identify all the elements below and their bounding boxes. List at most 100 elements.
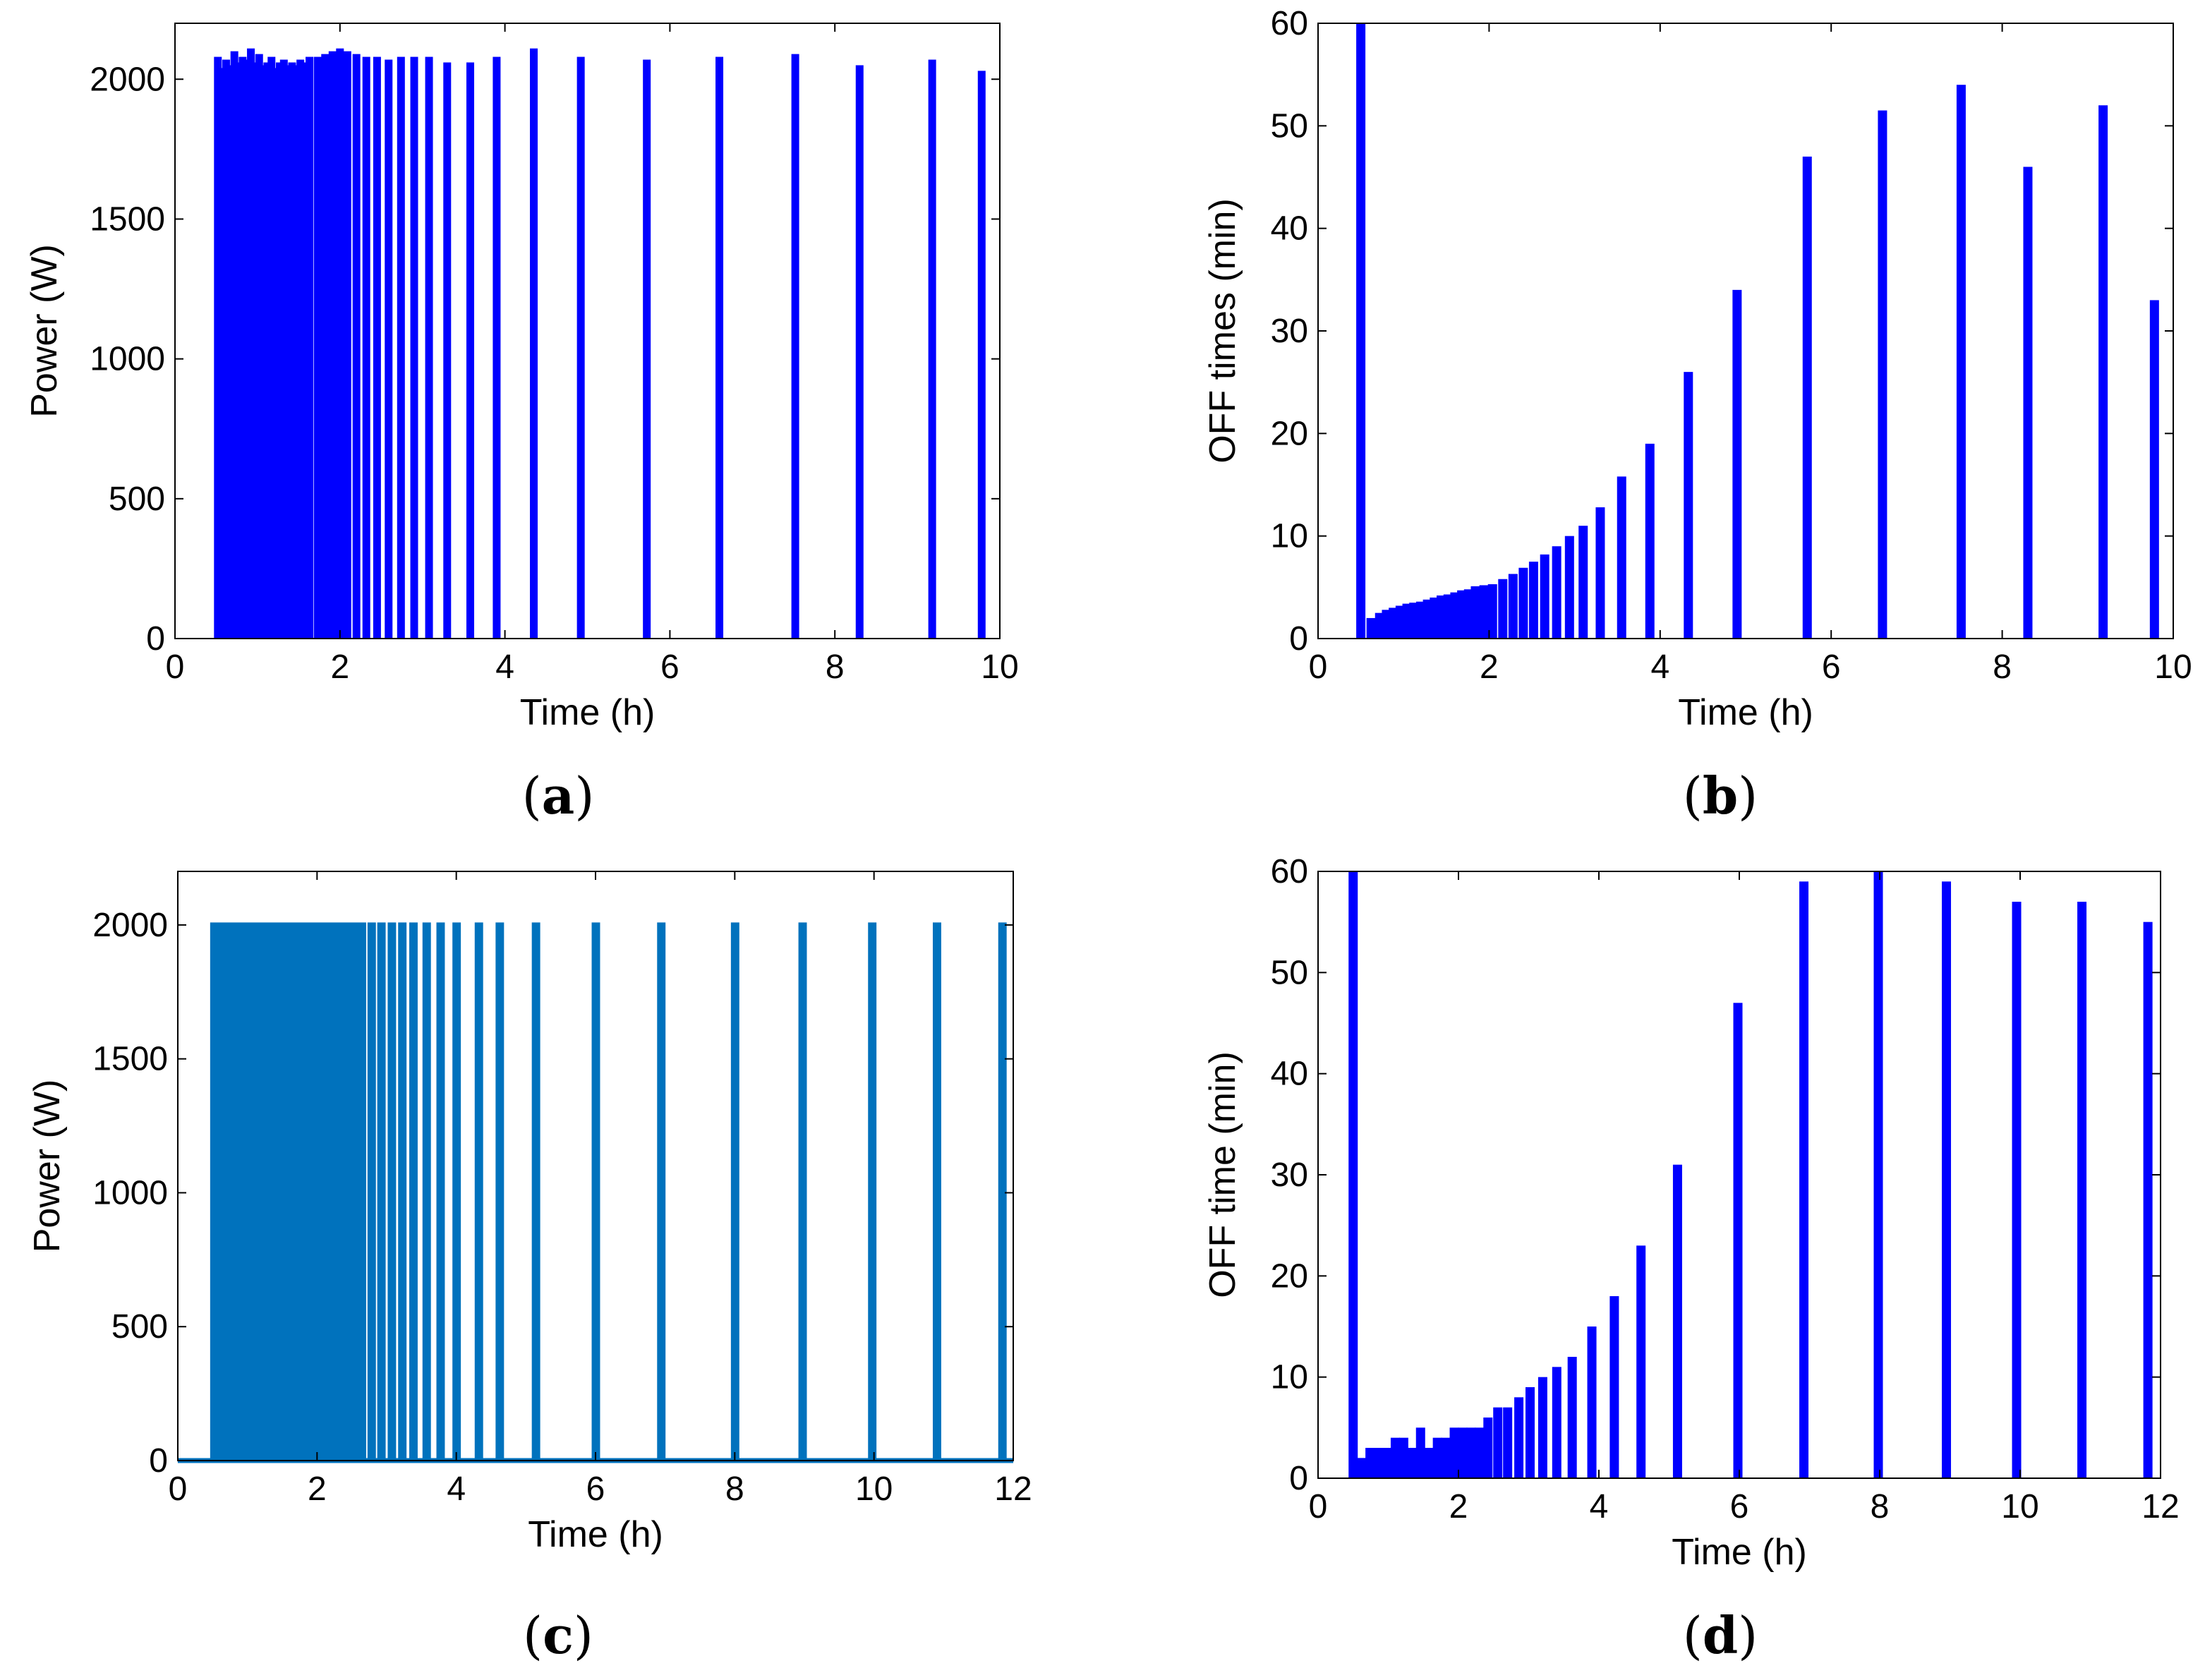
bar-a-44 xyxy=(928,59,936,639)
x-tick-label-d-0: 0 xyxy=(1309,1488,1328,1525)
bar-d-31 xyxy=(1942,881,1952,1478)
bar-b-17 xyxy=(1479,585,1489,639)
bar-a-33 xyxy=(410,56,418,639)
bar-b-29 xyxy=(1645,443,1655,639)
caption-d: (d) xyxy=(1682,1605,1758,1665)
bar-a-31 xyxy=(385,59,393,639)
chart-b: 0 2 4 6 8 10 0 10 20 30 40 50 60 Time (h) OFF times (m… xyxy=(1202,5,2192,733)
y-axis-label-a: Power (W) xyxy=(24,244,65,418)
x-tick-label-b-0: 0 xyxy=(1309,648,1328,686)
x-tick-label-c-3: 6 xyxy=(586,1470,605,1508)
bar-d-3 xyxy=(1374,1448,1384,1478)
bar-d-21 xyxy=(1537,1377,1547,1478)
bar-a-18 xyxy=(288,62,296,639)
x-axis-label-a: Time (h) xyxy=(520,692,656,733)
y-tick-label-d-4: 40 xyxy=(1271,1056,1308,1093)
y-tick-label-b-6: 60 xyxy=(1271,5,1308,42)
bar-a-25 xyxy=(328,51,337,639)
y-tick-label-a-3: 1500 xyxy=(90,200,165,238)
bar-b-28 xyxy=(1617,476,1626,639)
bar-a-26 xyxy=(336,48,344,639)
bar-d-6 xyxy=(1398,1437,1408,1478)
y-tick-label-d-1: 10 xyxy=(1271,1359,1308,1396)
y-tick-label-d-5: 50 xyxy=(1271,954,1308,991)
bar-a-37 xyxy=(493,56,501,639)
bar-a-2 xyxy=(222,59,230,639)
bar-b-18 xyxy=(1487,584,1497,639)
series-line-c xyxy=(178,922,1013,1463)
x-tick-label-c-4: 8 xyxy=(725,1470,744,1508)
bar-a-17 xyxy=(284,65,292,639)
axes-box-a xyxy=(174,23,1001,639)
bar-a-6 xyxy=(238,56,247,639)
axes-box-b xyxy=(1317,23,2174,639)
x-tick-label-b-5: 10 xyxy=(2154,648,2192,686)
y-tick-label-b-4: 40 xyxy=(1271,210,1308,248)
y-tick-label-c-3: 1500 xyxy=(92,1041,168,1078)
x-tick-label-c-1: 2 xyxy=(308,1470,327,1508)
chart-c: 0 2 4 6 8 10 12 0 500 1000 1500 2000 Time (h) Power (… xyxy=(27,871,1032,1555)
x-tick-label-c-2: 4 xyxy=(447,1470,466,1508)
y-tick-label-c-1: 500 xyxy=(111,1308,168,1346)
y-tick-label-d-3: 30 xyxy=(1271,1156,1308,1194)
bar-d-1 xyxy=(1357,1458,1367,1478)
bar-a-34 xyxy=(425,56,433,639)
bar-a-10 xyxy=(255,54,263,639)
bar-a-19 xyxy=(292,65,301,639)
bar-d-17 xyxy=(1493,1407,1503,1478)
bar-d-16 xyxy=(1483,1418,1493,1478)
x-tick-label-a-0: 0 xyxy=(166,648,185,686)
bar-a-12 xyxy=(263,62,272,639)
x-tick-label-a-3: 6 xyxy=(660,648,679,686)
y-tick-label-c-4: 2000 xyxy=(92,907,168,944)
y-tick-label-b-5: 50 xyxy=(1271,107,1308,145)
bar-b-36 xyxy=(2098,105,2108,639)
x-axis-label-c: Time (h) xyxy=(528,1514,663,1555)
bar-d-8 xyxy=(1415,1427,1425,1478)
bar-d-10 xyxy=(1432,1437,1442,1478)
bar-d-26 xyxy=(1636,1245,1646,1478)
bar-d-7 xyxy=(1407,1448,1417,1478)
bar-a-45 xyxy=(977,71,986,639)
bar-a-3 xyxy=(226,65,234,639)
bar-b-25 xyxy=(1564,536,1574,639)
x-tick-label-c-5: 10 xyxy=(855,1470,893,1508)
x-axis-label-b: Time (h) xyxy=(1678,692,1813,733)
x-tick-label-d-2: 4 xyxy=(1590,1488,1609,1525)
y-tick-label-b-1: 10 xyxy=(1271,518,1308,555)
bar-b-21 xyxy=(1518,567,1528,639)
x-tick-label-a-4: 8 xyxy=(826,648,845,686)
y-tick-label-a-0: 0 xyxy=(146,620,165,658)
bar-b-32 xyxy=(1802,156,1812,639)
y-tick-label-a-2: 1000 xyxy=(90,341,165,378)
bar-d-29 xyxy=(1799,881,1809,1478)
caption-a: (a) xyxy=(521,766,595,826)
bar-a-7 xyxy=(243,59,251,639)
bar-a-5 xyxy=(234,62,243,639)
y-tick-label-d-6: 60 xyxy=(1271,853,1308,890)
bar-a-30 xyxy=(373,56,381,639)
bar-a-16 xyxy=(279,59,288,639)
y-tick-label-b-3: 30 xyxy=(1271,313,1308,350)
x-tick-label-b-3: 6 xyxy=(1822,648,1841,686)
x-axis-label-d: Time (h) xyxy=(1672,1532,1807,1573)
y-axis-label-d: OFF time (min) xyxy=(1202,1051,1243,1298)
x-tick-label-a-1: 2 xyxy=(330,648,349,686)
bar-d-0 xyxy=(1348,871,1358,1478)
y-axis-label-b: OFF times (min) xyxy=(1202,198,1243,464)
bar-d-9 xyxy=(1424,1448,1434,1478)
x-tick-label-b-2: 4 xyxy=(1650,648,1669,686)
bar-a-42 xyxy=(791,54,799,639)
bar-b-19 xyxy=(1498,579,1508,639)
bar-b-0 xyxy=(1356,23,1366,639)
bar-a-35 xyxy=(443,62,452,639)
bar-d-24 xyxy=(1587,1327,1597,1478)
bar-d-18 xyxy=(1503,1407,1513,1478)
y-tick-label-d-2: 20 xyxy=(1271,1257,1308,1295)
bar-d-23 xyxy=(1567,1357,1577,1478)
y-tick-label-a-4: 2000 xyxy=(90,61,165,98)
x-tick-label-b-1: 2 xyxy=(1480,648,1499,686)
bar-a-14 xyxy=(272,68,280,639)
bar-a-28 xyxy=(352,54,361,639)
y-tick-label-d-0: 0 xyxy=(1289,1460,1308,1497)
